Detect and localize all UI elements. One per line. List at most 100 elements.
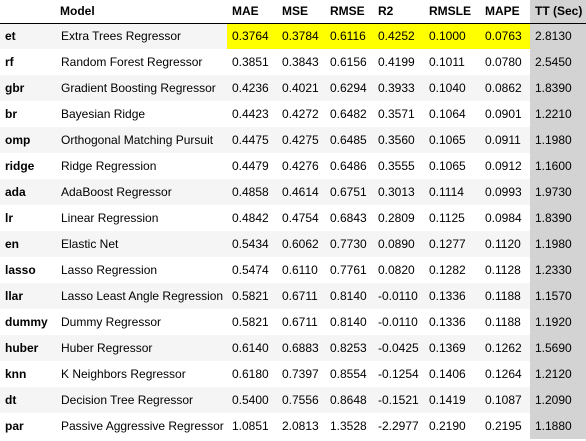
header-r2: R2 [373, 0, 424, 24]
cell-rmse: 0.6486 [325, 153, 373, 179]
cell-mse: 0.7397 [277, 361, 325, 387]
cell-rmsle: 0.1064 [424, 101, 480, 127]
cell-tt: 1.8390 [530, 75, 586, 101]
table-row: knn K Neighbors Regressor 0.6180 0.7397 0.85… [0, 361, 586, 387]
cell-r2: -0.0110 [373, 283, 424, 309]
table-body: et Extra Trees Regressor 0.3764 0.3784 0.611… [0, 23, 586, 439]
row-index-label: ridge [0, 153, 55, 179]
table-header: Model MAE MSE RMSE R2 RMSLE MAPE TT (Sec… [0, 0, 586, 24]
cell-rmse: 0.6751 [325, 179, 373, 205]
cell-rmse: 0.6294 [325, 75, 373, 101]
cell-r2: 0.3013 [373, 179, 424, 205]
cell-rmsle: 0.1040 [424, 75, 480, 101]
cell-r2: 0.4252 [373, 23, 424, 49]
table-row: en Elastic Net 0.5434 0.6062 0.7730 0.0890 0.1… [0, 231, 586, 257]
cell-rmsle: 0.1336 [424, 283, 480, 309]
cell-tt: 1.1600 [530, 153, 586, 179]
cell-rmsle: 0.1065 [424, 127, 480, 153]
table-row: ridge Ridge Regression 0.4479 0.4276 0.6486 0… [0, 153, 586, 179]
cell-tt: 1.2330 [530, 257, 586, 283]
cell-mae: 0.4858 [227, 179, 277, 205]
row-index-label: dummy [0, 309, 55, 335]
cell-mse: 0.6711 [277, 283, 325, 309]
cell-r2: -0.0425 [373, 335, 424, 361]
cell-mae: 0.4479 [227, 153, 277, 179]
cell-mape: 0.0993 [480, 179, 530, 205]
cell-model: Ridge Regression [55, 153, 227, 179]
row-index-label: llar [0, 283, 55, 309]
cell-tt: 1.1570 [530, 283, 586, 309]
cell-r2: 0.4199 [373, 49, 424, 75]
table-row: et Extra Trees Regressor 0.3764 0.3784 0.611… [0, 23, 586, 49]
cell-tt: 1.2090 [530, 387, 586, 413]
cell-rmse: 0.7761 [325, 257, 373, 283]
table-row: dummy Dummy Regressor 0.5821 0.6711 0.8140 -0… [0, 309, 586, 335]
row-index-label: br [0, 101, 55, 127]
cell-r2: 0.0820 [373, 257, 424, 283]
cell-mse: 0.6711 [277, 309, 325, 335]
cell-mape: 0.0912 [480, 153, 530, 179]
cell-mae: 0.4842 [227, 205, 277, 231]
table-row: br Bayesian Ridge 0.4423 0.4272 0.6482 0.3571… [0, 101, 586, 127]
cell-mape: 0.1264 [480, 361, 530, 387]
cell-model: Lasso Regression [55, 257, 227, 283]
table-row: par Passive Aggressive Regressor 1.0851 2.0… [0, 413, 586, 439]
table-row: lr Linear Regression 0.4842 0.4754 0.6843 0.2… [0, 205, 586, 231]
header-index [0, 0, 55, 24]
cell-tt: 1.1880 [530, 413, 586, 439]
cell-tt: 1.1980 [530, 231, 586, 257]
cell-mse: 0.4754 [277, 205, 325, 231]
row-index-label: gbr [0, 75, 55, 101]
cell-r2: -0.1254 [373, 361, 424, 387]
table-row: lasso Lasso Regression 0.5474 0.6110 0.7761 0… [0, 257, 586, 283]
cell-rmsle: 0.1282 [424, 257, 480, 283]
header-rmse: RMSE [325, 0, 373, 24]
cell-rmse: 0.8140 [325, 283, 373, 309]
cell-r2: -2.2977 [373, 413, 424, 439]
row-index-label: rf [0, 49, 55, 75]
row-index-label: en [0, 231, 55, 257]
cell-r2: 0.2809 [373, 205, 424, 231]
cell-r2: 0.0890 [373, 231, 424, 257]
cell-mse: 0.6062 [277, 231, 325, 257]
cell-model: Gradient Boosting Regressor [55, 75, 227, 101]
cell-model: Linear Regression [55, 205, 227, 231]
cell-model: Bayesian Ridge [55, 101, 227, 127]
cell-rmsle: 0.1406 [424, 361, 480, 387]
cell-tt: 1.2210 [530, 101, 586, 127]
cell-mape: 0.1188 [480, 283, 530, 309]
cell-rmsle: 0.1277 [424, 231, 480, 257]
cell-mse: 2.0813 [277, 413, 325, 439]
cell-rmsle: 0.1419 [424, 387, 480, 413]
cell-model: Passive Aggressive Regressor [55, 413, 227, 439]
cell-rmse: 0.8253 [325, 335, 373, 361]
cell-rmse: 0.6156 [325, 49, 373, 75]
row-index-label: dt [0, 387, 55, 413]
cell-rmsle: 0.1125 [424, 205, 480, 231]
cell-mape: 0.1262 [480, 335, 530, 361]
cell-mae: 0.4423 [227, 101, 277, 127]
header-rmsle: RMSLE [424, 0, 480, 24]
cell-tt: 1.1920 [530, 309, 586, 335]
cell-model: Decision Tree Regressor [55, 387, 227, 413]
cell-mae: 0.5400 [227, 387, 277, 413]
header-model: Model [55, 0, 227, 24]
cell-tt: 1.1980 [530, 127, 586, 153]
row-index-label: omp [0, 127, 55, 153]
row-index-label: et [0, 23, 55, 49]
table-row: gbr Gradient Boosting Regressor 0.4236 0.40… [0, 75, 586, 101]
cell-tt: 2.5450 [530, 49, 586, 75]
cell-mae: 0.5821 [227, 309, 277, 335]
cell-mape: 0.1120 [480, 231, 530, 257]
cell-mse: 0.6883 [277, 335, 325, 361]
cell-tt: 1.5690 [530, 335, 586, 361]
cell-model: Lasso Least Angle Regression [55, 283, 227, 309]
cell-mape: 0.0984 [480, 205, 530, 231]
cell-model: AdaBoost Regressor [55, 179, 227, 205]
cell-rmsle: 0.2190 [424, 413, 480, 439]
table-row: rf Random Forest Regressor 0.3851 0.3843 0.6… [0, 49, 586, 75]
cell-mae: 0.5474 [227, 257, 277, 283]
cell-rmsle: 0.1011 [424, 49, 480, 75]
header-tt: TT (Sec) [530, 0, 586, 24]
